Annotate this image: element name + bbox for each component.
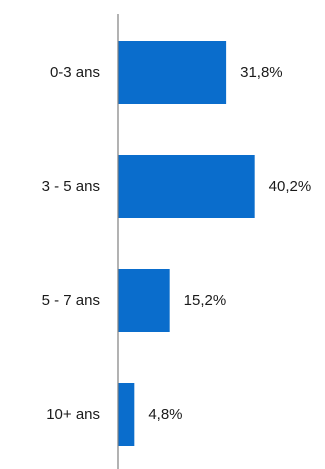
value-label-3: 4,8% [148, 406, 182, 423]
category-labels-group: 0-3 ans 3 - 5 ans 5 - 7 ans 10+ ans [42, 64, 100, 423]
bar-2 [118, 269, 170, 332]
bar-1 [118, 155, 255, 218]
category-label-2: 5 - 7 ans [42, 292, 100, 309]
category-label-3: 10+ ans [46, 406, 100, 423]
category-label-1: 3 - 5 ans [42, 178, 100, 195]
bar-0 [118, 41, 227, 104]
value-label-0: 31,8% [240, 64, 283, 81]
value-labels-group: 31,8% 40,2% 15,2% 4,8% [148, 64, 311, 423]
value-label-2: 15,2% [184, 292, 227, 309]
bars-group [118, 41, 255, 446]
bar-3 [118, 383, 135, 446]
value-label-1: 40,2% [269, 178, 312, 195]
category-label-0: 0-3 ans [50, 64, 100, 81]
